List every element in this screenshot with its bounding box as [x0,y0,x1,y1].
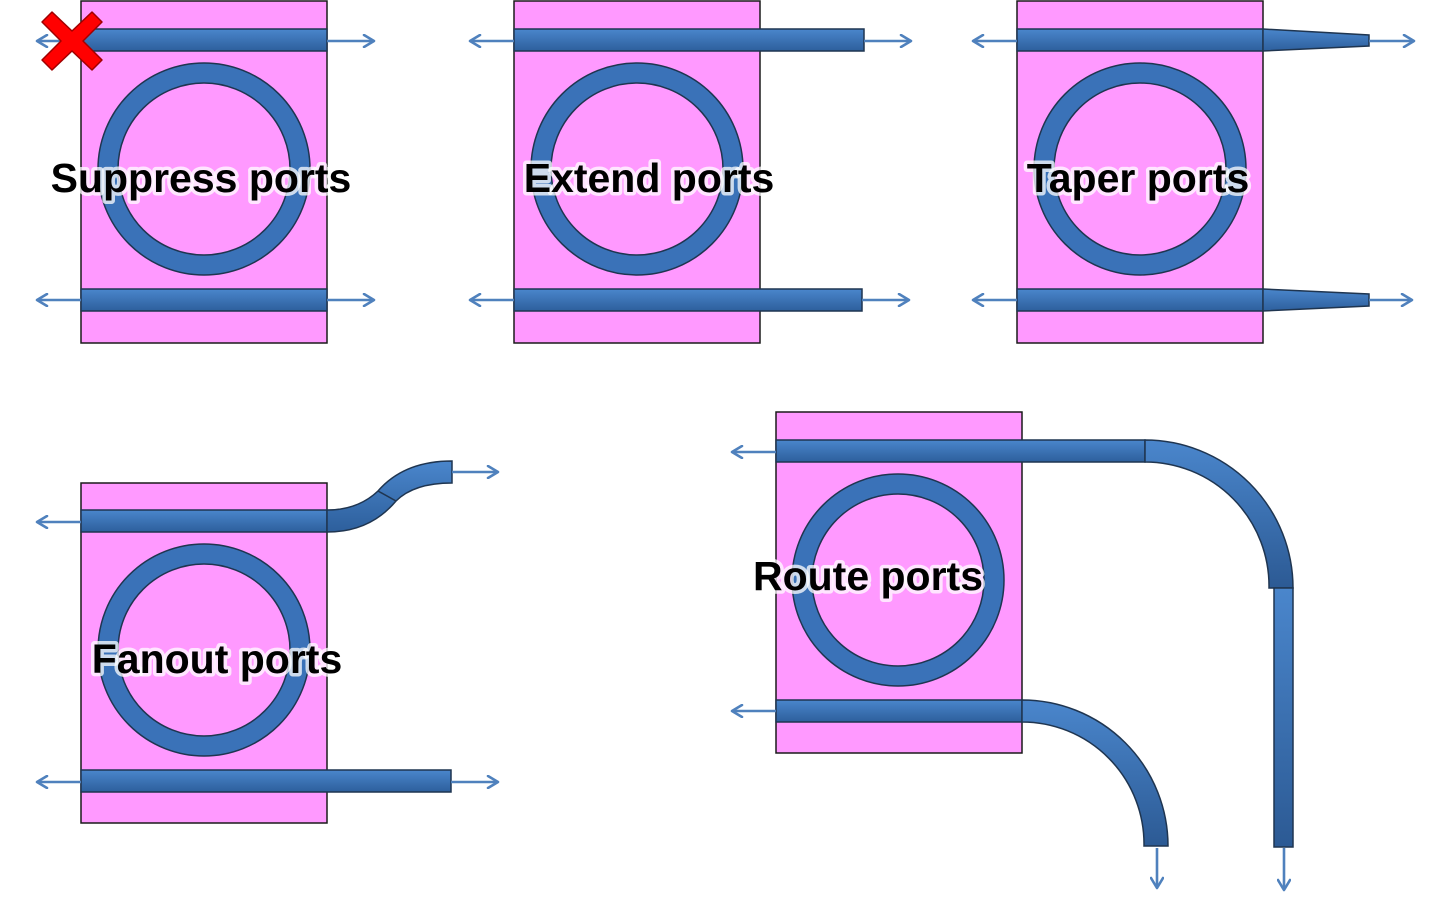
cell-block [1016,0,1264,344]
panel-extend-ports: Extend ports [470,0,911,344]
panel-label-route: Route ports [753,553,983,599]
ring-resonator [531,63,743,275]
panel-suppress-ports: Suppress ports [37,0,374,344]
waveguide-top [80,509,328,533]
ring-resonator [792,474,1004,686]
cell-block [513,0,761,344]
panel-taper-ports: Taper ports [973,0,1414,344]
panel-fanout-ports: Fanout ports [37,460,498,824]
waveguide-top [80,28,328,52]
waveguide-bottom [1016,288,1264,312]
x-mark-icon [41,11,103,71]
taper-top [1262,28,1370,52]
waveguide-top-extended [513,28,865,52]
waveguide-bottom-routed [775,699,1023,723]
panel-route-ports: Route ports [732,411,1294,890]
route-bend-small [1021,699,1169,847]
waveguide-bottom-extended [80,769,452,793]
panel-label-extend: Extend ports [524,155,775,201]
taper-bottom [1262,288,1370,312]
waveguide-top [1016,28,1264,52]
fanout-s-bend [326,460,453,533]
waveguide-bottom [80,288,328,312]
waveguide-top-routed [775,439,1146,463]
cell-block [80,482,328,824]
ring-resonator [98,544,310,756]
cell-block [80,0,328,344]
ring-resonator [1034,63,1246,275]
waveguide-bottom-extended [513,288,863,312]
route-bend-large [1144,439,1294,589]
cell-block [775,411,1023,754]
panel-label-suppress: Suppress ports [51,155,352,201]
ring-resonator [98,63,310,275]
waveguide-vertical [1273,587,1294,848]
panel-label-taper: Taper ports [1027,155,1250,201]
panel-label-fanout: Fanout ports [92,636,343,682]
